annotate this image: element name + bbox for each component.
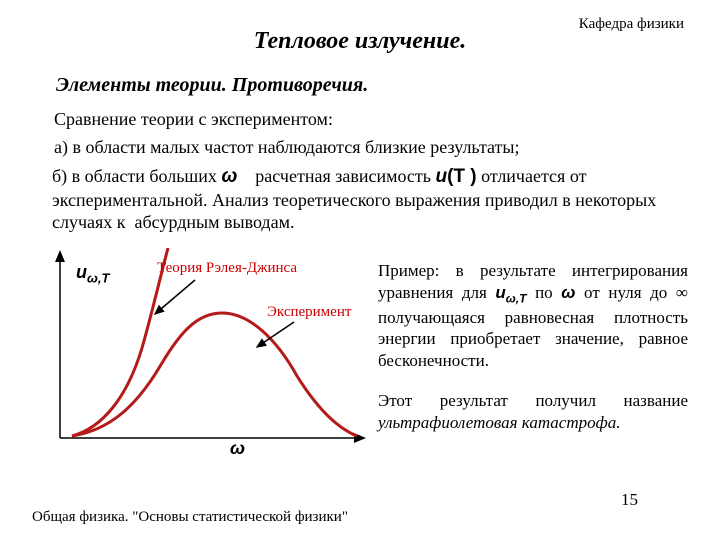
page-number: 15 [621, 490, 638, 510]
omega-symbol: ω [221, 166, 237, 187]
uv-catastrophe-term: ультрафиолетовая катастрофа. [378, 413, 620, 432]
u-omega-t-symbol: uω,T [495, 283, 526, 302]
y-axis-arrow [55, 250, 65, 262]
point-b-part2: расчетная зависимость [251, 166, 436, 186]
footer-course: Общая физика. "Основы статистической физ… [32, 508, 348, 526]
x-axis-label: ω [230, 438, 245, 459]
experiment-label: Эксперимент [267, 304, 351, 321]
right-column: Пример: в результате интегрирования урав… [378, 260, 688, 451]
example-paragraph: Пример: в результате интегрирования урав… [378, 260, 688, 372]
catastrophe-paragraph: Этот результат получил название ультрафи… [378, 390, 688, 434]
u-of-t-symbol: u(T ) [435, 166, 476, 187]
point-b: б) в области больших ω расчетная зависим… [52, 165, 682, 234]
chart-container: uω,T ω Теория Рэлея-Джинса Эксперимент [32, 248, 372, 463]
theory-pointer [155, 280, 195, 314]
page-subtitle: Элементы теории. Противоречия. [56, 74, 368, 97]
theory-label: Теория Рэлея-Джинса [157, 260, 297, 277]
compare-line: Сравнение теории с экспериментом: [54, 108, 333, 131]
y-axis-label: uω,T [76, 262, 109, 286]
point-b-part1: б) в области больших [52, 166, 221, 186]
experiment-curve [72, 313, 357, 436]
point-a: а) в области малых частот наблюдаются бл… [54, 136, 520, 159]
page-title: Тепловое излучение. [0, 28, 720, 55]
omega-symbol-2: ω [561, 283, 575, 302]
